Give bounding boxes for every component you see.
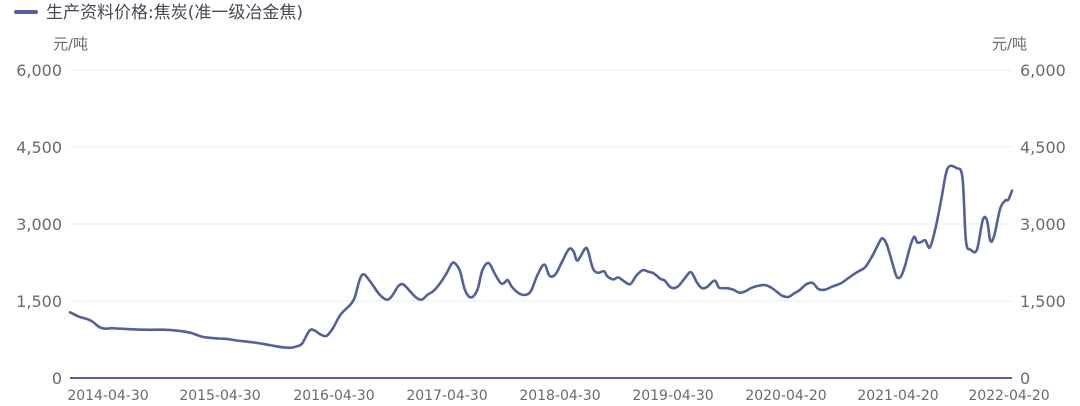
- y-left-tick-label: 1,500: [16, 292, 62, 311]
- x-tick-label: 2016-04-30: [293, 388, 374, 404]
- x-tick-label: 2019-04-30: [632, 388, 713, 404]
- y-right-tick-label: 4,500: [1020, 138, 1066, 157]
- y-right-tick-label: 3,000: [1020, 215, 1066, 234]
- y-right-axis: 0 1,500 3,000 4,500 6,000: [1020, 61, 1066, 388]
- y-left-tick-label: 4,500: [16, 138, 62, 157]
- x-tick-label: 2020-04-20: [745, 388, 826, 404]
- y-left-tick-label: 6,000: [16, 61, 62, 80]
- x-tick-label: 2014-04-30: [67, 388, 148, 404]
- y-left-tick-label: 3,000: [16, 215, 62, 234]
- x-tick-label: 2021-04-20: [857, 388, 938, 404]
- y-right-tick-label: 0: [1020, 369, 1030, 388]
- y-right-tick-label: 6,000: [1020, 61, 1066, 80]
- grid-lines: [70, 69, 1012, 302]
- y-left-axis: 0 1,500 3,000 4,500 6,000: [16, 61, 62, 388]
- x-tick-label: 2018-04-30: [519, 388, 600, 404]
- x-tick-label: 2015-04-30: [179, 388, 260, 404]
- y-left-unit: 元/吨: [53, 35, 88, 53]
- y-left-tick-label: 0: [52, 369, 62, 388]
- series-line-coke-price: [68, 164, 1014, 350]
- x-tick-label: 2017-04-30: [406, 388, 487, 404]
- y-right-unit: 元/吨: [992, 35, 1027, 53]
- x-axis: 2014-04-30 2015-04-30 2016-04-30 2017-04-30…: [67, 388, 1049, 404]
- x-tick-label: 2022-04-20: [968, 388, 1049, 404]
- y-right-tick-label: 1,500: [1020, 292, 1066, 311]
- legend-label: 生产资料价格:焦炭(准一级冶金焦): [46, 3, 303, 23]
- legend[interactable]: 生产资料价格:焦炭(准一级冶金焦): [14, 3, 303, 23]
